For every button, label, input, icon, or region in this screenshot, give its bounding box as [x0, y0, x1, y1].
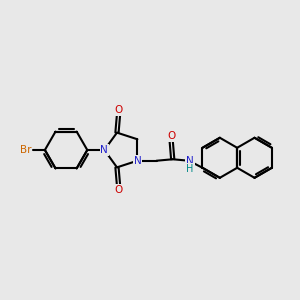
Text: O: O: [114, 185, 123, 195]
Text: O: O: [167, 131, 176, 141]
Text: N: N: [134, 156, 141, 166]
Text: N: N: [100, 145, 108, 155]
Text: Br: Br: [20, 145, 32, 155]
Text: H: H: [186, 164, 194, 174]
Text: O: O: [114, 105, 123, 115]
Text: N: N: [186, 156, 194, 166]
